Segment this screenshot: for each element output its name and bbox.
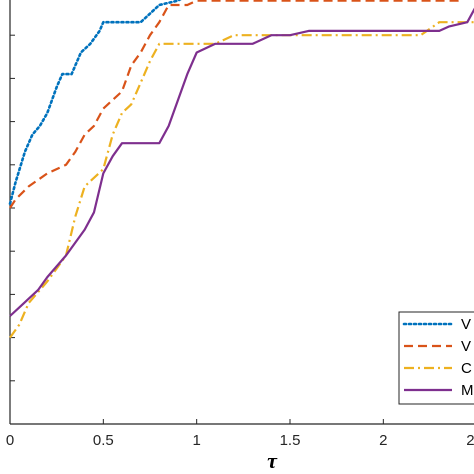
legend-label-4: M (461, 382, 474, 399)
x-tick-label: 0 (6, 432, 14, 449)
legend-label-2: V (461, 338, 471, 355)
legend-label-3: C (461, 360, 472, 377)
legend-box (398, 311, 474, 405)
x-tick-label: 1 (192, 432, 200, 449)
series-line-1 (8, 0, 182, 205)
legend-label-1: V (461, 316, 471, 333)
series-line-3 (9, 21, 474, 339)
x-tick-label: 2 (379, 432, 387, 449)
x-tick-label: 0.5 (93, 432, 114, 449)
x-axis-label: τ (267, 448, 278, 473)
series-line-4 (9, 7, 474, 317)
x-tick-label: 1.5 (280, 432, 301, 449)
x-tick-label: 2.5 (466, 432, 474, 449)
